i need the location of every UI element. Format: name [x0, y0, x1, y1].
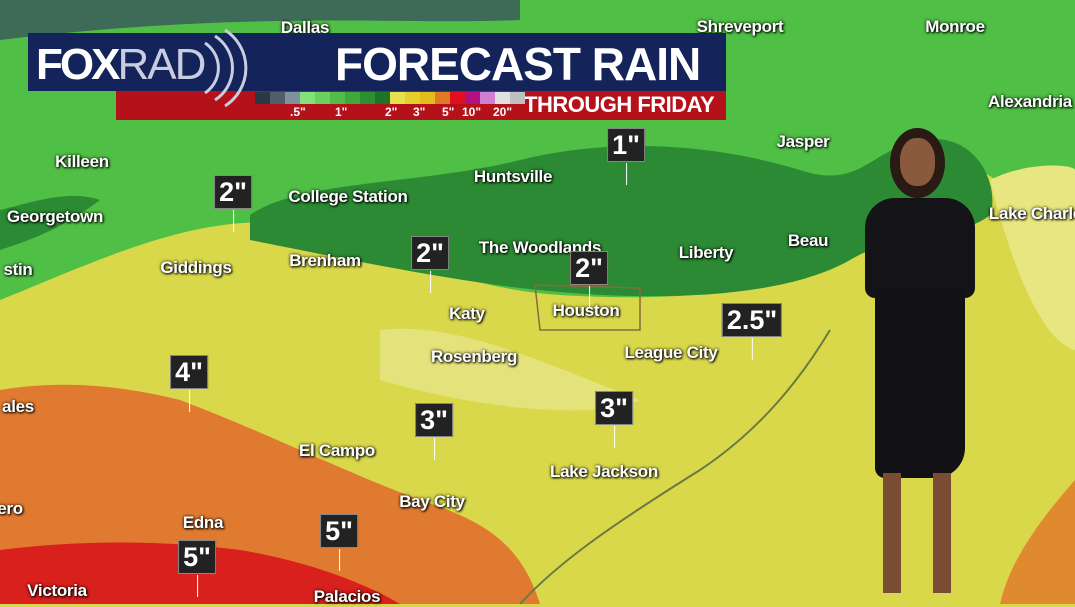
orange-zone-east	[1000, 480, 1075, 604]
city-label: Lake Charles	[988, 204, 1075, 223]
legend-swatch	[375, 92, 390, 104]
pale-yellow-zone-2	[380, 328, 640, 411]
legend-swatch	[435, 92, 450, 104]
legend-swatch	[480, 92, 495, 104]
rain-amount-marker: 5"	[178, 540, 216, 597]
city-label: Liberty	[678, 243, 734, 262]
city-label: Bay City	[399, 492, 465, 511]
houston-metro	[534, 284, 641, 331]
city-label: Killeen	[55, 152, 109, 171]
city-label: Alexandria	[988, 92, 1072, 111]
city-label: ero	[0, 499, 23, 518]
city-label: Huntsville	[473, 167, 553, 186]
legend-swatch	[390, 92, 405, 104]
legend-swatch	[285, 92, 300, 104]
legend-tick: 1"	[335, 105, 348, 119]
city-label: Palacios	[313, 587, 381, 606]
legend-tick: 2"	[385, 105, 398, 119]
legend-swatch	[465, 92, 480, 104]
rain-amount-marker: 5"	[320, 514, 358, 571]
legend-tick: 20"	[493, 105, 513, 119]
rain-amount-marker: 2"	[570, 251, 608, 308]
city-label: Victoria	[27, 581, 87, 600]
legend-swatch	[510, 92, 525, 104]
city-label: Shreveport	[696, 17, 784, 36]
rain-amount-marker: 2"	[214, 175, 252, 232]
meteorologist	[845, 128, 995, 604]
city-label: Georgetown	[6, 207, 104, 226]
legend-tick: .5"	[290, 105, 306, 119]
rain-amount-marker: 2"	[411, 236, 449, 293]
legend-tick: 5"	[442, 105, 455, 119]
dark-slate-zone	[0, 0, 520, 40]
city-label: League City	[624, 343, 718, 362]
legend-tick: 3"	[413, 105, 426, 119]
legend-swatch	[315, 92, 330, 104]
city-label: Houston	[552, 301, 620, 320]
dark-green-zone-west	[0, 195, 100, 250]
rain-amount-marker: 4"	[170, 355, 208, 412]
city-label: Jasper	[776, 132, 830, 151]
radar-waves-icon	[204, 28, 248, 108]
rain-amount-marker: 2.5"	[721, 303, 783, 360]
city-label: Rosenberg	[430, 347, 518, 366]
logo-rad: RAD	[117, 40, 206, 89]
page-title: FORECAST RAIN	[335, 38, 701, 90]
legend-swatch	[450, 92, 465, 104]
subtitle: THROUGH FRIDAY	[524, 92, 715, 117]
legend-swatch	[255, 92, 270, 104]
foxrad-logo: FOXRAD	[36, 40, 206, 90]
city-label: stin	[3, 260, 33, 279]
legend-swatch	[420, 92, 435, 104]
rain-amount-marker: 3"	[595, 391, 633, 448]
legend-tick: 10"	[462, 105, 482, 119]
logo-fox: FOX	[36, 40, 120, 89]
legend-swatch	[495, 92, 510, 104]
rain-amount-marker: 1"	[607, 128, 645, 185]
city-label: Edna	[182, 513, 224, 532]
legend-swatch	[330, 92, 345, 104]
city-label: Giddings	[160, 258, 232, 277]
city-label: College Station	[288, 187, 408, 206]
legend-swatch	[345, 92, 360, 104]
title-banner	[28, 33, 726, 91]
city-label: Monroe	[925, 17, 985, 36]
city-label: El Campo	[298, 441, 376, 460]
city-label: Brenham	[289, 251, 361, 270]
pale-yellow-zone	[990, 165, 1075, 350]
legend-swatch	[300, 92, 315, 104]
city-label: ales	[2, 397, 34, 416]
legend-swatch	[360, 92, 375, 104]
legend-color-scale	[255, 92, 525, 104]
coastline	[519, 329, 831, 604]
city-label: Lake Jackson	[550, 462, 658, 481]
city-label: Katy	[449, 304, 485, 323]
city-label: Beau	[787, 231, 829, 250]
legend-swatch	[270, 92, 285, 104]
legend-swatch	[405, 92, 420, 104]
city-label: Dallas	[280, 18, 330, 37]
rain-amount-marker: 3"	[415, 403, 453, 460]
